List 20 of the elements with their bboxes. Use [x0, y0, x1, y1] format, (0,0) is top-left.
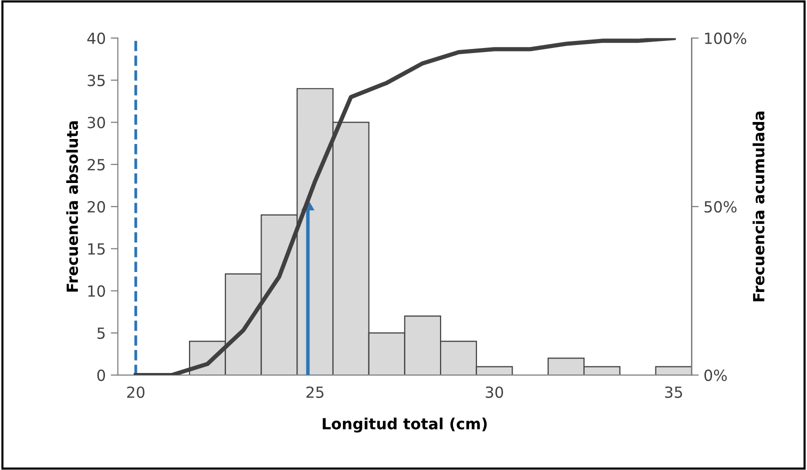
x-tick-label: 30	[486, 386, 504, 398]
y-tick-label: 15	[88, 243, 105, 255]
y2-axis-title: Frecuencia acumulada	[752, 112, 764, 302]
y2-tick-label: 50%	[704, 201, 737, 213]
y-tick-label: 10	[88, 285, 105, 297]
x-tick-label: 20	[127, 386, 144, 398]
x-tick-label: 35	[665, 386, 682, 398]
y-tick-label: 5	[97, 328, 105, 339]
y2-tick-label: 0%	[704, 370, 727, 382]
y-axis-title: Frecuencia absoluta	[66, 121, 78, 292]
line-series	[134, 38, 676, 376]
x-tick-label: 25	[306, 386, 324, 398]
y-tick-label: 0	[97, 370, 105, 382]
x-axis-title: Longitud total (cm)	[322, 418, 487, 433]
y-tick-label: 25	[88, 158, 105, 170]
y-tick-label: 20	[88, 201, 105, 213]
y-tick-label: 40	[87, 32, 105, 44]
y-tick-label: 35	[88, 74, 105, 86]
y2-tick-label: 100%	[705, 32, 746, 44]
y-tick-label: 30	[88, 116, 105, 128]
